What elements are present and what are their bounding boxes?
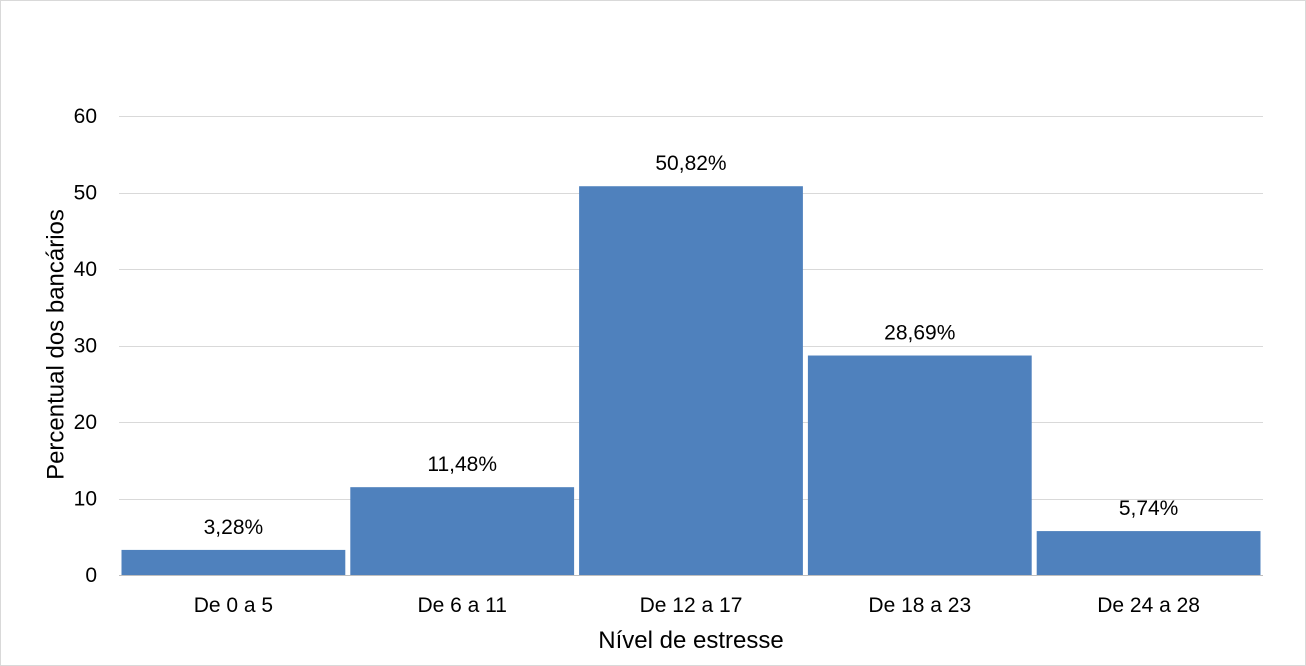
y-tick-label: 30 — [74, 335, 97, 358]
bar — [579, 186, 803, 576]
bar — [807, 355, 1032, 575]
data-label: 5,74% — [1119, 497, 1179, 520]
bars — [121, 186, 1261, 576]
y-tick-label: 40 — [74, 258, 97, 281]
bar — [1036, 531, 1261, 575]
x-tick-label: De 24 a 28 — [1097, 594, 1200, 617]
x-tick-label: De 6 a 11 — [417, 594, 507, 617]
y-tick-label: 10 — [74, 488, 97, 511]
data-label: 50,82% — [655, 152, 726, 175]
y-tick-label: 50 — [74, 182, 97, 205]
x-tick-label: De 18 a 23 — [868, 594, 971, 617]
data-label: 3,28% — [204, 516, 264, 539]
data-label: 11,48% — [427, 453, 497, 476]
bar — [350, 487, 575, 575]
y-axis-ticks: 0 10 20 30 40 50 60 — [74, 105, 97, 587]
x-tick-label: De 0 a 5 — [194, 594, 273, 617]
data-labels: 3,28% 11,48% 50,82% 28,69% 5,74% — [204, 152, 1179, 539]
y-tick-label: 20 — [74, 411, 97, 434]
y-tick-label: 60 — [74, 105, 97, 128]
x-axis-ticks: De 0 a 5 De 6 a 11 De 12 a 17 De 18 a 23 De … — [194, 594, 1200, 617]
x-axis-title: Nível de estresse — [598, 627, 783, 654]
y-tick-label: 0 — [85, 564, 97, 587]
x-tick-label: De 12 a 17 — [640, 594, 743, 617]
data-label: 28,69% — [884, 322, 955, 345]
bar — [121, 549, 346, 575]
y-axis-title: Percentual dos bancários — [43, 209, 70, 480]
